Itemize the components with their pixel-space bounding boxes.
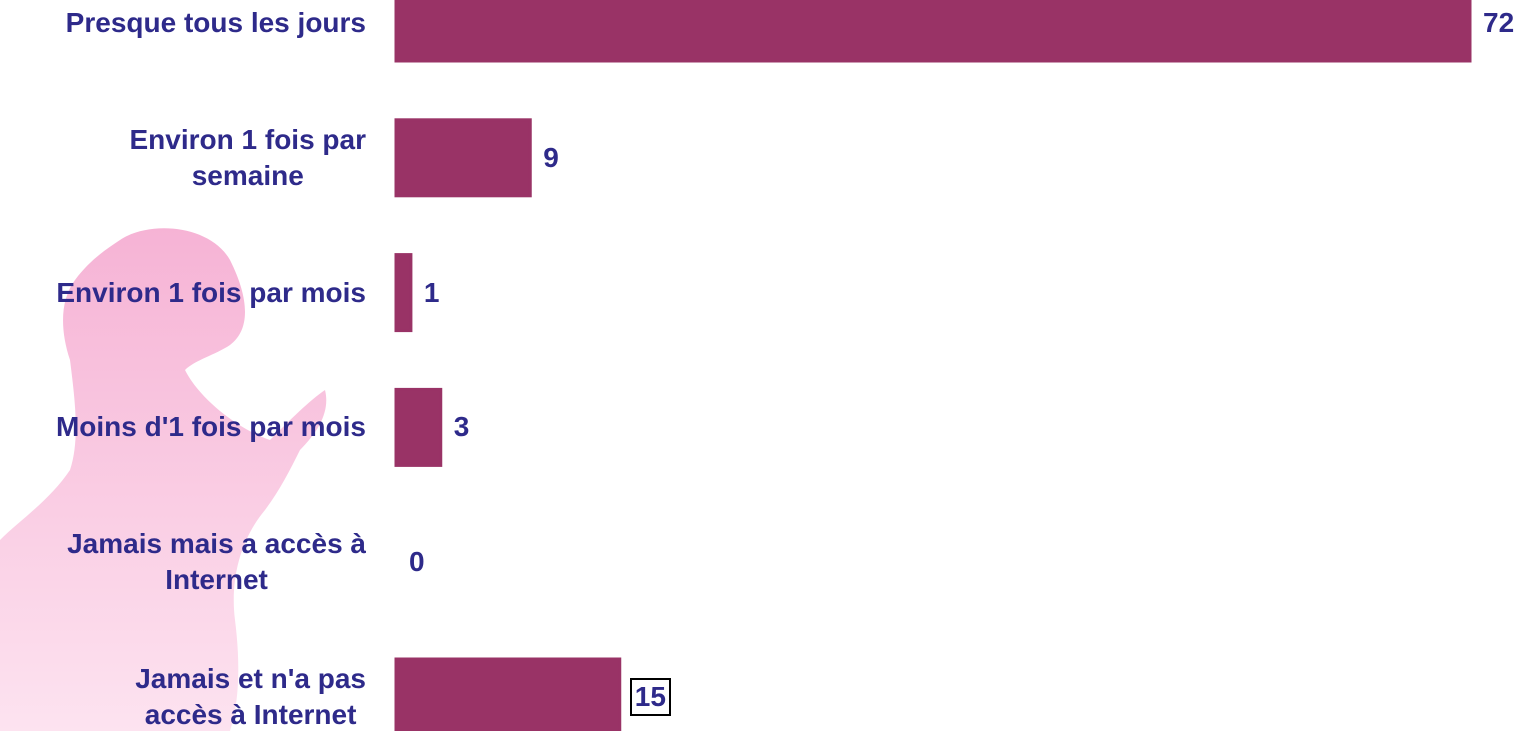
- bar: [394, 253, 413, 333]
- category-label: Jamais mais a accès à Internet: [67, 528, 366, 596]
- category-label: Presque tous les jours: [65, 7, 366, 38]
- category-label: Environ 1 fois par mois: [56, 276, 366, 308]
- category-label: Jamais et n'a pas accès à Internet: [135, 663, 366, 730]
- value-label: 3: [453, 411, 470, 443]
- value-label: 1: [423, 276, 440, 308]
- bar: [394, 657, 622, 731]
- bar: [394, 387, 443, 467]
- value-label: 0: [409, 546, 425, 578]
- bar: [394, 118, 532, 198]
- category-label: Environ 1 fois par semaine: [129, 123, 367, 191]
- value-label: 15: [629, 678, 671, 716]
- value-label: 72: [1483, 7, 1515, 38]
- silhouette: [0, 228, 327, 731]
- category-label: Moins d'1 fois par mois: [55, 411, 366, 443]
- bar: [394, 0, 1472, 63]
- value-label: 9: [543, 141, 559, 173]
